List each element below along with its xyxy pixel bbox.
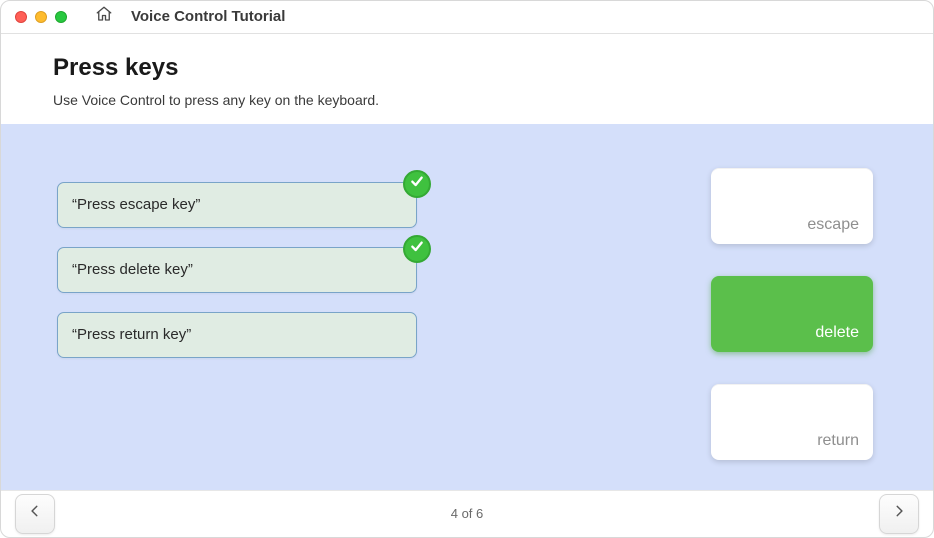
command-row: “Press delete key” [57,247,417,293]
window-title: Voice Control Tutorial [131,8,285,25]
page-title: Press keys [53,54,933,82]
return-key: return [711,384,873,460]
previous-button[interactable] [15,494,55,534]
escape-key: escape [711,168,873,244]
tutorial-content: “Press escape key” “Press delete key” [1,124,933,490]
checkmark-icon [409,173,425,194]
footer: 4 of 6 [1,490,933,537]
key-label: delete [815,324,859,342]
close-window-button[interactable] [15,11,27,23]
keyboard-keys: escape delete return [711,168,873,460]
tutorial-window: Voice Control Tutorial Press keys Use Vo… [0,0,934,538]
command-label: “Press return key” [72,326,191,343]
command-row: “Press escape key” [57,182,417,228]
chevron-left-icon [28,498,42,529]
zoom-window-button[interactable] [55,11,67,23]
next-button[interactable] [879,494,919,534]
completed-badge [403,235,431,263]
page-subtitle: Use Voice Control to press any key on th… [53,92,933,108]
minimize-window-button[interactable] [35,11,47,23]
command-label: “Press delete key” [72,261,193,278]
chevron-right-icon [892,498,906,529]
command-row: “Press return key” [57,312,417,358]
window-controls [15,11,67,23]
key-label: escape [807,216,859,234]
key-label: return [817,432,859,450]
command-pill: “Press delete key” [57,247,417,293]
delete-key: delete [711,276,873,352]
command-label: “Press escape key” [72,196,200,213]
page-header: Press keys Use Voice Control to press an… [1,34,933,124]
checkmark-icon [409,238,425,259]
command-list: “Press escape key” “Press delete key” [57,182,417,460]
house-icon [95,5,113,28]
titlebar: Voice Control Tutorial [1,1,933,34]
command-pill: “Press escape key” [57,182,417,228]
home-button[interactable] [89,4,119,30]
completed-badge [403,170,431,198]
page-indicator: 4 of 6 [451,506,484,521]
command-pill: “Press return key” [57,312,417,358]
